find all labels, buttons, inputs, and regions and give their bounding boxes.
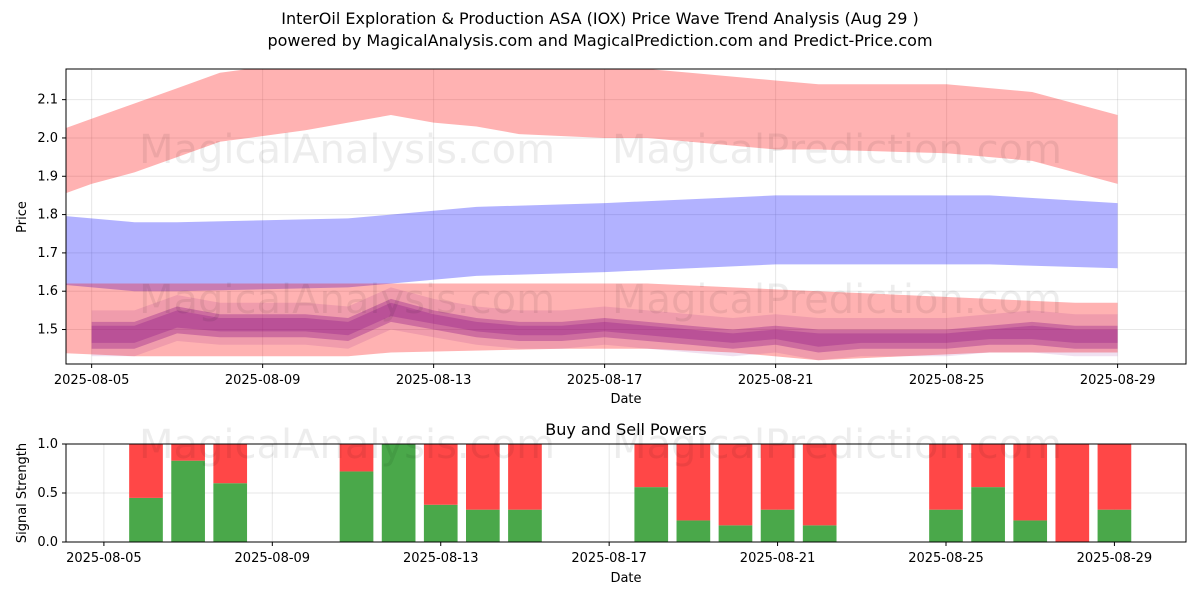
price-axes-frame [65, 68, 1187, 365]
watermark: MagicalAnalysis.com [139, 277, 555, 323]
watermark: MagicalAnalysis.com [139, 127, 555, 173]
price-y-tick-label: 2.1 [37, 93, 58, 108]
price-band-purple [91, 298, 1118, 353]
sell-bar [971, 444, 1005, 488]
signal-x-tick-label: 2025-08-05 [66, 551, 142, 566]
signal-bars [129, 444, 1132, 542]
signal-y-tick-label: 1.0 [37, 437, 58, 452]
sell-bar [676, 444, 711, 521]
sell-bar [634, 444, 669, 488]
sell-bar [339, 444, 374, 472]
signal-y-axis-label: Signal Strength [15, 443, 30, 543]
sell-bar [1055, 444, 1090, 542]
sell-bar [423, 444, 458, 505]
signal-y-tick-label: 0.5 [37, 486, 58, 501]
watermark: MagicalPrediction.com [612, 422, 1062, 468]
sell-bar [1013, 444, 1048, 521]
buy-bar [929, 509, 963, 542]
signal-chart-title: Buy and Sell Powers [545, 420, 707, 439]
price-band-purple-core [91, 302, 1118, 347]
buy-bar [760, 509, 795, 542]
chart-subtitle: powered by MagicalAnalysis.com and Magic… [267, 31, 933, 50]
watermark: MagicalAnalysis.com [139, 422, 555, 468]
signal-y-tick-label: 0.0 [37, 535, 58, 550]
price-band-red [66, 283, 1118, 361]
signal-axis-ticks: 0.0 0.5 1.0 2025-08-05 2025-08-09 2025-08-13 2… [37, 437, 1152, 566]
buy-bar [381, 444, 416, 542]
buy-bar [634, 487, 669, 542]
price-grid [66, 69, 1186, 364]
price-y-tick-label: 1.8 [37, 208, 58, 223]
signal-x-tick-label: 2025-08-17 [571, 551, 647, 566]
buy-bar [466, 509, 500, 542]
sell-bar [1097, 444, 1132, 510]
price-y-tick-label: 2.0 [37, 131, 58, 146]
buy-bar [971, 487, 1005, 542]
buy-bar [1013, 520, 1048, 542]
price-band-blue [66, 195, 1118, 292]
price-x-tick-label: 2025-08-21 [738, 373, 814, 388]
price-x-tick-label: 2025-08-09 [225, 373, 301, 388]
sell-bar [802, 444, 837, 526]
signal-x-tick-label: 2025-08-25 [908, 551, 984, 566]
price-x-tick-label: 2025-08-29 [1080, 373, 1156, 388]
price-band-red [66, 69, 1118, 194]
sell-bar [171, 444, 205, 461]
price-y-tick-label: 1.6 [37, 284, 58, 299]
buy-bar [802, 525, 837, 542]
price-x-tick-label: 2025-08-17 [567, 373, 643, 388]
price-axis-ticks: 1.5 1.6 1.7 1.8 1.9 2.0 2.1 2025-08-05 2025-08-0… [37, 93, 1155, 388]
price-x-tick-label: 2025-08-25 [909, 373, 985, 388]
sell-bar [213, 444, 248, 484]
signal-x-axis-label: Date [610, 571, 641, 586]
price-y-tick-label: 1.5 [37, 323, 58, 338]
watermark: MagicalPrediction.com [612, 277, 1062, 323]
buy-bar [508, 509, 542, 542]
buy-bar [339, 471, 374, 542]
sell-bar [129, 444, 163, 498]
watermark: MagicalPrediction.com [612, 127, 1062, 173]
price-band-purple-outer [91, 287, 1118, 361]
price-y-tick-label: 1.9 [37, 169, 58, 184]
buy-bar [676, 520, 711, 542]
price-x-tick-label: 2025-08-13 [396, 373, 472, 388]
signal-x-tick-label: 2025-08-13 [403, 551, 479, 566]
chart-title: InterOil Exploration & Production ASA (I… [281, 9, 919, 28]
buy-bar [171, 460, 205, 542]
buy-bar [213, 483, 248, 542]
price-y-axis-label: Price [15, 201, 30, 233]
buy-bar [1097, 509, 1132, 542]
sell-bar [718, 444, 753, 526]
price-x-axis-label: Date [610, 392, 641, 407]
sell-bar [508, 444, 542, 510]
sell-bar [760, 444, 795, 510]
sell-bar [929, 444, 963, 510]
buy-bar [129, 497, 163, 542]
signal-x-tick-label: 2025-08-21 [740, 551, 816, 566]
price-y-tick-label: 1.7 [37, 246, 58, 261]
price-x-tick-label: 2025-08-05 [54, 373, 130, 388]
sell-bar [466, 444, 500, 510]
buy-bar [423, 504, 458, 542]
price-bands [66, 69, 1118, 361]
signal-x-tick-label: 2025-08-09 [235, 551, 311, 566]
signal-x-tick-label: 2025-08-29 [1077, 551, 1153, 566]
buy-bar [718, 525, 753, 542]
